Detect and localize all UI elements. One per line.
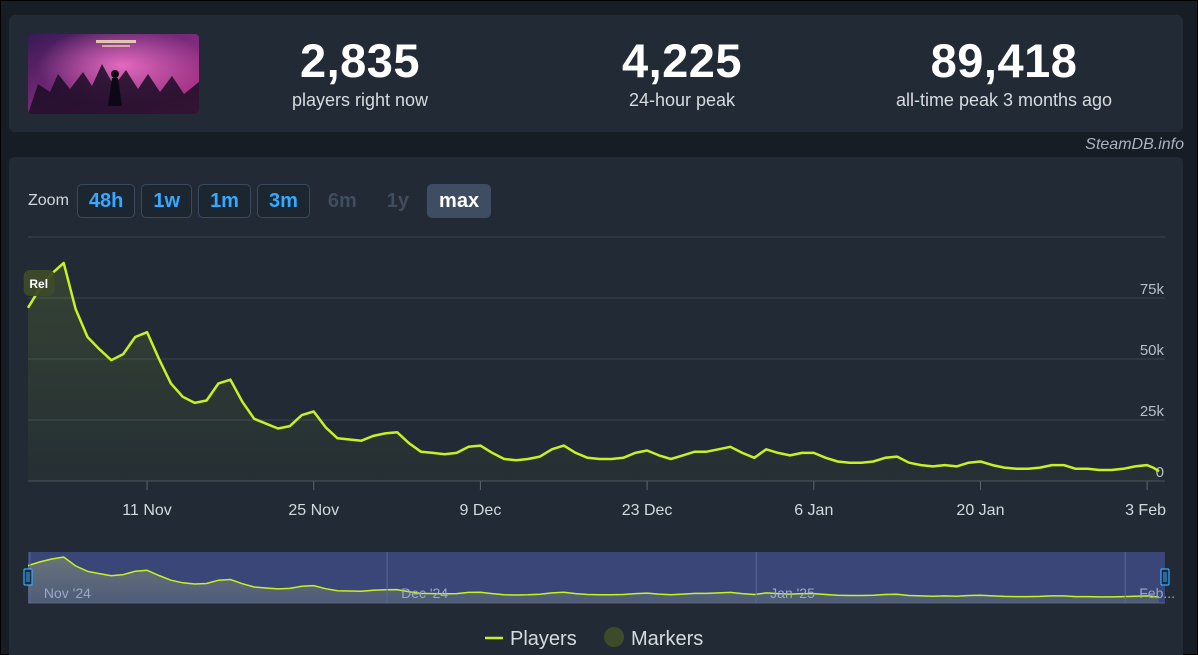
zoom-label: Zoom bbox=[28, 192, 69, 209]
range-navigator[interactable]: Nov '24 Dec '24 Jan '25 Feb... bbox=[23, 552, 1175, 604]
x-tick-label: 23 Dec bbox=[622, 502, 673, 519]
navigator-label: Nov '24 bbox=[44, 585, 91, 601]
stat-players-now: 2,835 players right now bbox=[210, 33, 510, 111]
y-tick-label-50k: 50k bbox=[1140, 342, 1165, 359]
zoom-max-button[interactable]: max bbox=[427, 184, 492, 218]
x-tick-label: 11 Nov bbox=[122, 502, 172, 519]
alltime-peak-label: all-time peak 3 months ago bbox=[895, 90, 1113, 110]
stats-card: 2,835 players right now 4,225 24-hour pe… bbox=[9, 15, 1183, 132]
legend-markers-swatch bbox=[604, 627, 624, 647]
stat-alltime-peak: 89,418 all-time peak 3 months ago bbox=[854, 33, 1154, 111]
navigator-handle-right bbox=[1160, 568, 1170, 586]
peak-24h-label: 24-hour peak bbox=[628, 90, 736, 110]
players-line bbox=[26, 261, 1160, 473]
y-axis-ticks: 0 25k 50k 75k bbox=[1140, 281, 1165, 481]
game-capsule-art bbox=[28, 34, 199, 114]
zoom-1m-button[interactable]: 1m bbox=[198, 184, 251, 218]
players-now-label: players right now bbox=[291, 90, 429, 110]
steamdb-credit[interactable]: SteamDB.info bbox=[1085, 136, 1184, 153]
alltime-peak-value: 89,418 bbox=[930, 34, 1078, 87]
peak-24h-value: 4,225 bbox=[621, 34, 743, 87]
zoom-48h-button[interactable]: 48h bbox=[76, 184, 136, 218]
zoom-1w-button[interactable]: 1w bbox=[141, 184, 193, 218]
release-markers[interactable]: Rel bbox=[23, 270, 55, 296]
legend-players-label: Players bbox=[510, 628, 577, 650]
chart-legend[interactable]: Players Markers bbox=[485, 627, 703, 650]
navigator-line bbox=[27, 556, 1160, 598]
release-marker bbox=[23, 270, 55, 296]
navigator-handle-left bbox=[23, 568, 33, 586]
game-thumbnail[interactable] bbox=[28, 34, 199, 114]
x-tick-label: 25 Nov bbox=[288, 502, 339, 519]
x-axis-ticks: 11 Nov 25 Nov 9 Dec 23 Dec 6 Jan 20 Jan 3 Feb bbox=[122, 481, 1166, 519]
navigator-label: Feb... bbox=[1139, 585, 1175, 601]
x-tick-label: 6 Jan bbox=[794, 502, 833, 519]
players-now-value: 2,835 bbox=[299, 34, 421, 87]
stat-24h-peak: 4,225 24-hour peak bbox=[532, 33, 832, 111]
zoom-controls: Zoom 48h 1w 1m 3m 6m 1y max bbox=[28, 183, 497, 219]
x-tick-label: 20 Jan bbox=[956, 502, 1004, 519]
x-tick-label: 9 Dec bbox=[460, 502, 502, 519]
navigator-label: Dec '24 bbox=[401, 585, 448, 601]
zoom-6m-button: 6m bbox=[327, 189, 357, 212]
players-area bbox=[28, 262, 1159, 481]
y-tick-label-0: 0 bbox=[1156, 464, 1164, 481]
series-players[interactable] bbox=[26, 261, 1160, 481]
zoom-3m-button[interactable]: 3m bbox=[256, 184, 310, 218]
navigator-area bbox=[28, 557, 1159, 603]
y-tick-label-25k: 25k bbox=[1140, 403, 1165, 420]
legend-markers-label: Markers bbox=[631, 628, 703, 650]
release-marker-label: Rel bbox=[29, 277, 48, 291]
zoom-1y-button: 1y bbox=[386, 189, 410, 212]
x-tick-label: 3 Feb bbox=[1125, 502, 1166, 519]
navigator-label: Jan '25 bbox=[770, 585, 815, 601]
y-tick-label-75k: 75k bbox=[1140, 281, 1165, 298]
